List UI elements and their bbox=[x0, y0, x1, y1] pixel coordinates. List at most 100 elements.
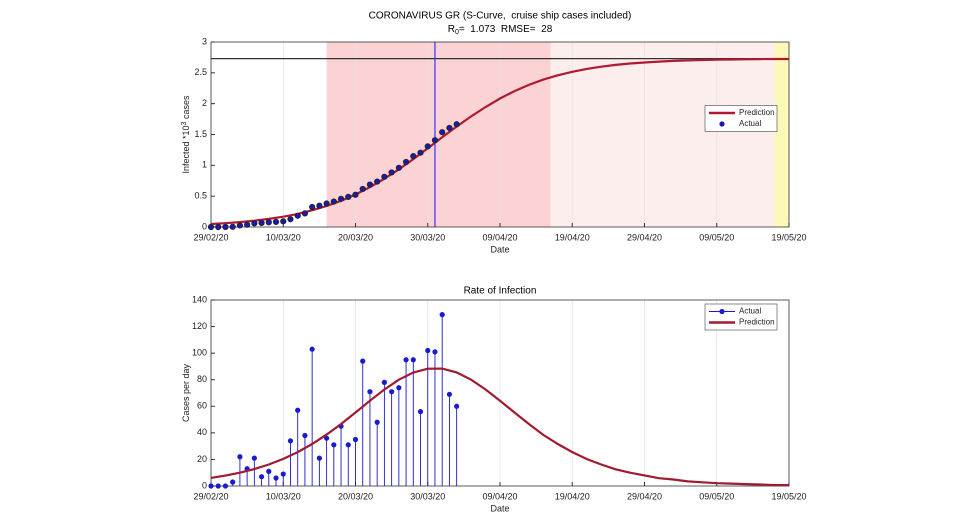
chart-subtitle: R0= 1.073 RMSE= 28 bbox=[448, 24, 553, 36]
shaded-region bbox=[774, 42, 789, 227]
stem bbox=[352, 436, 359, 486]
x-tick-label: 09/04/20 bbox=[482, 491, 517, 501]
data-point bbox=[294, 212, 301, 219]
stem-marker bbox=[403, 357, 409, 363]
stem bbox=[266, 468, 272, 486]
legend-box bbox=[704, 303, 778, 331]
stem bbox=[360, 358, 366, 486]
axes-box bbox=[210, 299, 790, 487]
shaded-region bbox=[326, 42, 551, 227]
stem bbox=[309, 346, 315, 486]
data-point bbox=[359, 185, 366, 193]
axes-box bbox=[210, 41, 790, 228]
x-tick-label: 20/03/20 bbox=[338, 232, 373, 242]
data-point bbox=[330, 198, 337, 205]
data-point bbox=[251, 220, 258, 227]
data-point bbox=[366, 181, 374, 188]
stem bbox=[295, 407, 301, 486]
stem bbox=[432, 349, 438, 486]
y-tick-label: 100 bbox=[192, 348, 207, 358]
y-tick-label: 2.5 bbox=[194, 67, 207, 77]
subtitle-part: = 1.073 RMSE= 28 bbox=[459, 24, 553, 35]
x-tick-label: 29/02/20 bbox=[193, 491, 228, 501]
x-tick-label: 19/05/20 bbox=[771, 232, 806, 242]
stem bbox=[374, 419, 380, 486]
data-point bbox=[244, 221, 251, 228]
y-tick-label: 1.5 bbox=[194, 129, 207, 139]
stem-marker bbox=[215, 483, 221, 489]
stem-marker bbox=[432, 349, 438, 355]
subtitle-part: 0 bbox=[455, 29, 459, 36]
data-point bbox=[301, 210, 309, 217]
x-tick-label: 09/04/20 bbox=[482, 232, 517, 242]
stem-marker bbox=[446, 391, 453, 397]
stem bbox=[410, 357, 416, 486]
y-axis-label: Infected *103 cases bbox=[181, 95, 192, 173]
x-tick-label: 30/03/20 bbox=[410, 491, 445, 501]
stem bbox=[302, 432, 308, 486]
stem-marker bbox=[309, 346, 315, 352]
stem-marker bbox=[230, 479, 236, 485]
x-tick-label: 20/03/20 bbox=[338, 491, 373, 501]
data-point bbox=[352, 191, 359, 198]
stem-marker bbox=[222, 483, 229, 489]
legend-label: Prediction bbox=[739, 318, 775, 327]
stem-marker bbox=[208, 483, 214, 489]
stem-marker bbox=[352, 436, 359, 443]
data-point bbox=[236, 222, 243, 229]
data-point bbox=[309, 203, 316, 211]
data-point bbox=[439, 129, 446, 136]
x-tick-label: 19/04/20 bbox=[555, 491, 590, 501]
subtitle-part: R bbox=[448, 24, 455, 35]
chart-title: CORONAVIRUS GR (S-Curve, cruise ship cas… bbox=[369, 11, 632, 22]
x-tick-label: 10/03/20 bbox=[266, 491, 301, 501]
stem-marker bbox=[287, 438, 294, 444]
x-tick-label: 29/04/20 bbox=[627, 491, 662, 501]
stem bbox=[208, 483, 214, 489]
stem bbox=[316, 455, 322, 486]
y-tick-label: 0 bbox=[202, 480, 207, 490]
y-tick-label: 120 bbox=[192, 321, 207, 331]
chart-title: Rate of Infection bbox=[464, 286, 537, 297]
stem bbox=[222, 483, 229, 489]
stem bbox=[230, 479, 236, 486]
legend-marker bbox=[719, 308, 725, 315]
y-tick-label: 0 bbox=[202, 221, 207, 231]
stem-marker bbox=[396, 385, 402, 391]
stem bbox=[446, 391, 453, 486]
x-tick-label: 29/04/20 bbox=[627, 232, 662, 242]
data-point bbox=[417, 149, 424, 156]
data-point bbox=[395, 164, 402, 171]
stem bbox=[273, 475, 279, 486]
data-point bbox=[453, 121, 460, 128]
stem bbox=[425, 347, 431, 486]
data-point bbox=[424, 143, 431, 150]
stem bbox=[403, 357, 409, 486]
data-point bbox=[388, 169, 395, 176]
stem-marker bbox=[266, 468, 272, 474]
y-label-part: 3 bbox=[181, 121, 188, 125]
y-tick-label: 140 bbox=[192, 294, 207, 304]
stem-marker bbox=[316, 455, 322, 461]
y-axis-label: Cases per day bbox=[181, 363, 191, 422]
legend-label: Actual bbox=[739, 119, 761, 128]
y-tick-label: 0.5 bbox=[194, 191, 207, 201]
x-axis-label: Date bbox=[490, 503, 509, 513]
data-point bbox=[345, 193, 352, 201]
prediction-line bbox=[210, 367, 789, 487]
stem bbox=[389, 389, 395, 486]
data-point bbox=[381, 173, 388, 180]
legend-label: Prediction bbox=[739, 108, 775, 117]
stem bbox=[215, 483, 221, 489]
data-point bbox=[280, 218, 287, 225]
stem bbox=[345, 442, 351, 486]
y-tick-label: 20 bbox=[197, 454, 207, 464]
data-point bbox=[402, 158, 410, 166]
data-point bbox=[316, 202, 323, 209]
data-point bbox=[410, 153, 417, 160]
legend-box bbox=[704, 105, 778, 132]
stem-marker bbox=[439, 312, 445, 318]
stem-marker bbox=[237, 454, 243, 460]
